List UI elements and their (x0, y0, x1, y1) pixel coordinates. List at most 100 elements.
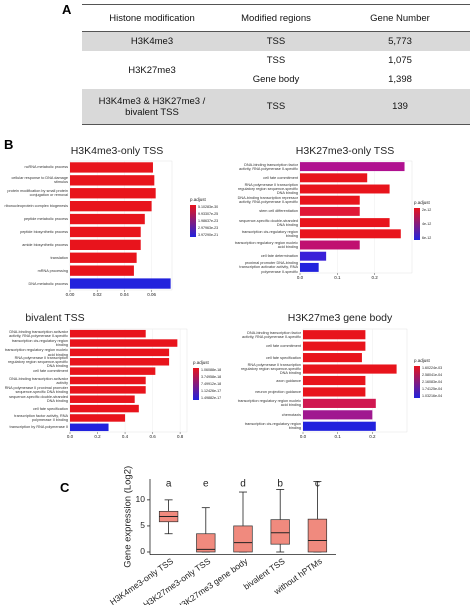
bar (303, 410, 373, 420)
category-label: transcription cis-regulatory region bind… (11, 338, 68, 348)
bar (70, 386, 146, 394)
bar (70, 339, 178, 347)
x-tick-label: 0.8 (177, 434, 184, 439)
box (233, 525, 253, 553)
x-tick-label: 0.00 (66, 292, 75, 297)
bar (300, 218, 390, 228)
x-tick-label: 0.0 (297, 275, 304, 280)
x-tick-label: H3K4me3-only TSS (108, 556, 175, 605)
bar (70, 376, 146, 385)
x-tick-label: 0.04 (120, 292, 129, 297)
bar (70, 213, 145, 225)
x-tick-label: 0.0 (67, 434, 74, 439)
category-label: transcription cis-regulatory region bind… (241, 229, 298, 238)
legend-label: 1.74125e-04 (422, 387, 442, 391)
category-label: RNA polymerase II transcription regulato… (241, 362, 301, 376)
category-label: ncRNA metabolic process (24, 165, 68, 170)
bar (300, 262, 319, 272)
chart-title: H3K27me3 gene body (288, 312, 393, 324)
panel-label: C (60, 480, 70, 495)
category-label: RNA polymerase II transcription regulato… (238, 182, 298, 196)
category-label: neuron projection guidance (255, 389, 301, 394)
bar (300, 162, 405, 172)
category-label: sequence-specific double-stranded DNA bi… (239, 218, 298, 227)
cell: H3K4me3 & H3K27me3 / bivalent TSS (82, 89, 222, 125)
category-label: peptide metabolic process (23, 217, 68, 221)
bar (300, 251, 327, 261)
bar (70, 404, 139, 413)
annotation: a (166, 479, 172, 490)
legend-label: 3.97290e-21 (198, 233, 218, 237)
legend-label: 7.49912e-18 (201, 382, 221, 386)
category-label: axon guidance (276, 378, 301, 383)
annotation: e (203, 479, 209, 490)
bar (70, 348, 170, 357)
bar (70, 226, 141, 238)
category-label: chemotaxis (281, 412, 301, 417)
bar (303, 398, 376, 408)
y-axis-label: Gene expression (Log2) (123, 466, 134, 568)
legend-gradient (414, 208, 420, 240)
annotation: c (315, 479, 320, 490)
cell: TSS (222, 89, 330, 125)
cell: H3K27me3 (128, 64, 176, 76)
bar (300, 184, 390, 194)
category-label: cell fate commitment (263, 175, 298, 180)
category-label: proximal promoter DNA-binding transcript… (239, 261, 298, 274)
chart-title: H3K4me3-only TSS (71, 145, 164, 157)
bar (300, 240, 360, 250)
legend-title: p.adjust (190, 197, 207, 202)
x-tick-label: 0.06 (147, 292, 156, 297)
legend-title: p.adjust (414, 200, 431, 205)
bar (70, 329, 146, 338)
category-label: ribonucleoprotein complex biogenesis (4, 204, 68, 209)
panel-label: A (62, 2, 72, 17)
bar (303, 364, 397, 374)
cell: TSS (266, 55, 286, 66)
category-label: DNA-binding transcription repressor acti… (237, 196, 298, 205)
cell: H3K4me3 (82, 31, 222, 51)
chart-title: bivalent TSS (25, 312, 84, 324)
bar (70, 358, 170, 366)
category-label: transcription regulatory region nucleic … (237, 399, 301, 408)
category-label: DNA-binding transcription activator acti… (8, 329, 68, 338)
category-label: cell fate commitment (33, 369, 68, 374)
bar (303, 353, 362, 363)
header-cell: Histone modification (82, 4, 222, 32)
x-tick-label: 0.6 (149, 434, 156, 439)
y-tick-label: 5 (140, 520, 145, 530)
category-label: transcription regulatory region nucleic … (234, 240, 298, 249)
legend-title: p.adjust (414, 358, 431, 363)
box (307, 518, 328, 553)
legend-label: 1.06088e-18 (201, 368, 221, 372)
cell: TSS (222, 31, 330, 51)
x-tick-label: 0.2 (369, 434, 376, 439)
chart-title: H3K27me3-only TSS (296, 145, 394, 157)
cell: Gene body (252, 74, 300, 85)
header-cell: Modified regions (222, 4, 330, 32)
bar (300, 195, 360, 205)
bar (303, 421, 376, 431)
category-label: protein modification by small protein co… (7, 189, 68, 198)
legend-label: 1.98637e-23 (198, 219, 218, 223)
legend-label: 2.97963e-23 (198, 226, 218, 230)
category-label: mRNA processing (37, 268, 68, 273)
bar (70, 414, 126, 422)
legend-label: 5.10283e-30 (198, 205, 218, 209)
bar (70, 188, 156, 199)
bar (70, 175, 155, 186)
legend-label: 6e-12 (422, 236, 431, 240)
legend-gradient (190, 205, 196, 237)
y-tick-label: 0 (140, 546, 145, 556)
bar (70, 200, 152, 212)
legend-label: 4e-12 (422, 222, 431, 226)
panel-label: B (4, 137, 14, 152)
category-label: cellular response to DNA damage stimulus (11, 176, 68, 185)
bar (70, 395, 135, 403)
legend-gradient (414, 366, 420, 398)
legend-gradient (193, 368, 199, 400)
x-tick-label: 0.0 (300, 434, 307, 439)
category-label: peptide biosynthetic process (20, 229, 68, 234)
